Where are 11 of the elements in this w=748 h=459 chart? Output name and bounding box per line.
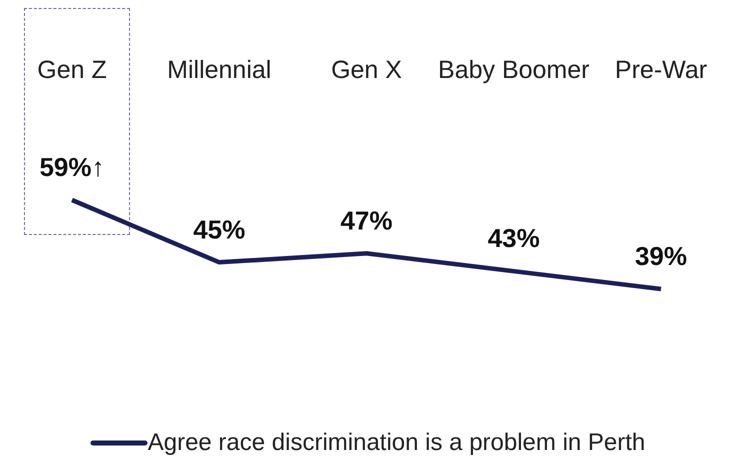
x-tick-label: Gen X <box>331 56 402 84</box>
x-tick-label: Baby Boomer <box>438 56 590 84</box>
data-label: 59%↑ <box>39 152 105 182</box>
data-label: 39% <box>634 241 688 271</box>
data-label: 43% <box>488 223 540 254</box>
legend-label: Agree race discrimination is a problem in Perth <box>148 429 646 457</box>
x-tick-label: Pre-War <box>614 56 708 84</box>
data-label: 47% <box>340 205 393 236</box>
data-label: 45% <box>193 214 246 244</box>
x-tick-label: Millennial <box>167 56 272 84</box>
x-tick-label: Gen Z <box>37 56 107 84</box>
